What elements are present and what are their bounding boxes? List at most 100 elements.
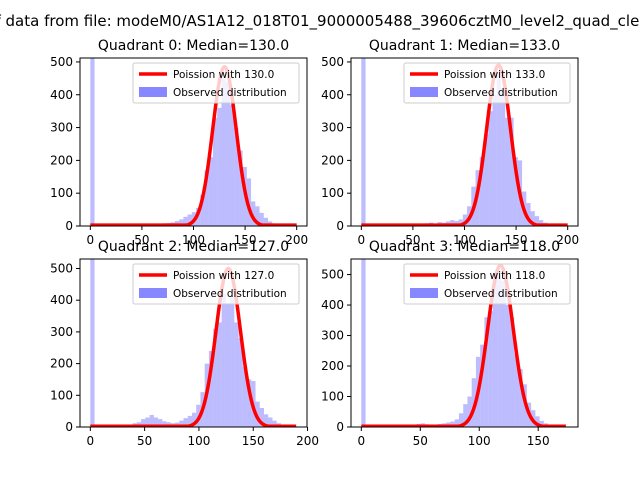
quadrant-3-histogram-bar <box>450 421 455 427</box>
quadrant-3-histogram-bar <box>492 280 498 427</box>
quadrant-3-histogram-bar <box>501 280 506 427</box>
legend-poisson-label: Poission with 133.0 <box>444 69 545 81</box>
quadrant-0-histogram-bar <box>259 212 264 226</box>
quadrant-1-y-tick-label: 0 <box>336 219 344 233</box>
legend-box <box>132 62 300 104</box>
quadrant-1-plot-area <box>360 58 569 226</box>
quadrant-0-y-tick-label: 200 <box>50 153 73 167</box>
quadrant-0-title: Quadrant 0: Median=130.0 <box>98 38 289 54</box>
quadrant-2-y-tick-label: 500 <box>50 262 73 276</box>
quadrant-3-axes-frame <box>350 258 579 428</box>
quadrant-3-histogram-bar <box>518 369 523 427</box>
quadrant-3-histogram-bar <box>467 396 472 427</box>
quadrant-2-histogram-bar <box>183 418 188 427</box>
legend-observed-swatch <box>410 87 438 97</box>
quadrant-0-chart: 0 50 100 150 200 0 100 200 300 400 500 Quadrant 0: … <box>50 38 308 247</box>
legend-observed-label: Observed distribution <box>444 288 558 300</box>
quadrant-2-histogram-bar <box>141 419 146 427</box>
quadrant-1-histogram-bar <box>513 157 518 226</box>
quadrant-3-histogram-bar <box>539 420 544 427</box>
quadrant-1-histogram-bar <box>488 111 493 226</box>
quadrant-2-histogram-bar <box>145 417 150 427</box>
quadrant-3-title: Quadrant 3: Median=118.0 <box>369 239 560 255</box>
quadrant-0-plot-area <box>89 58 298 226</box>
quadrant-1-histogram-bar <box>526 203 531 226</box>
quadrant-2-histogram-bar <box>268 417 273 427</box>
quadrant-3-histogram-bar <box>463 404 468 427</box>
quadrant-2-histogram-bar <box>179 420 184 427</box>
quadrant-2-x-tick-label: 50 <box>137 434 152 448</box>
quadrant-2-plot-area <box>89 259 298 427</box>
quadrant-1-histogram-bar <box>479 157 485 226</box>
quadrant-0-histogram-bar <box>238 150 243 226</box>
quadrant-2-y-tick-label: 100 <box>50 388 73 402</box>
quadrant-1-histogram-bar <box>496 71 501 226</box>
quadrant-2-title: Quadrant 2: Median=127.0 <box>98 239 289 255</box>
quadrant-3-plot-area <box>360 259 570 427</box>
quadrant-2-histogram-bar <box>213 328 218 427</box>
quadrant-2-histogram-bar <box>242 366 248 427</box>
quadrant-3-histogram-bar <box>514 353 519 427</box>
quadrant-3-y-tick-label: 300 <box>321 329 344 343</box>
quadrant-3-y-tick-label: 100 <box>321 390 344 404</box>
quadrant-3-histogram-bar <box>497 271 502 427</box>
quadrant-2-histogram-bar <box>247 379 252 427</box>
quadrant-1-histogram-bar <box>462 214 468 226</box>
quadrant-0-y-tick-label: 0 <box>65 219 73 233</box>
legend-observed-label: Observed distribution <box>173 288 287 300</box>
legend-observed-swatch <box>139 87 167 97</box>
quadrant-3-x-tick-label: 100 <box>468 434 491 448</box>
quadrant-1-y-tick-label: 200 <box>321 153 344 167</box>
legend-box <box>403 62 571 104</box>
quadrant-2-histogram-bar <box>191 412 197 427</box>
legend-observed-label: Observed distribution <box>444 87 558 99</box>
quadrant-1-histogram-bar <box>484 134 489 226</box>
quadrant-3-histogram-bar <box>484 317 489 427</box>
quadrant-1-histogram-bar <box>450 220 455 226</box>
quadrant-2-poisson-curve <box>89 266 298 427</box>
quadrant-3-y-tick-label: 400 <box>321 298 344 312</box>
legend-box <box>403 263 571 305</box>
quadrant-3-y-tick-label: 200 <box>321 359 344 373</box>
quadrant-1-histogram-bar <box>538 220 544 226</box>
quadrant-0-histogram-bar <box>225 81 230 226</box>
quadrant-0-x-tick-label: 200 <box>285 233 308 247</box>
quadrant-1-y-tick-label: 100 <box>321 186 344 200</box>
quadrant-0-histogram-bar <box>217 107 222 226</box>
quadrant-2-chart: 0 50 100 150 200 0 100 200 300 400 500 Quadrant 2: … <box>50 239 319 448</box>
quadrant-2-x-tick-label: 0 <box>86 434 94 448</box>
quadrant-3-histogram-bar <box>458 413 464 427</box>
quadrant-2-histogram-bar <box>234 322 239 427</box>
quadrant-2-x-tick-label: 200 <box>296 434 319 448</box>
quadrant-0-legend: Poission with 130.0 Observed distribution <box>132 62 300 104</box>
quadrant-2-histogram-bar <box>162 421 167 427</box>
quadrant-0-histogram-bar <box>183 216 188 226</box>
legend-observed-label: Observed distribution <box>173 87 287 99</box>
quadrant-0-y-tick-label: 300 <box>50 121 73 135</box>
quadrant-0-histogram-bar <box>234 127 239 226</box>
legend-poisson-label: Poission with 118.0 <box>444 270 545 282</box>
quadrant-1-histogram-bar <box>534 216 539 226</box>
quadrant-0-y-tick-label: 500 <box>50 55 73 69</box>
quadrant-3-histogram-bar <box>361 259 366 427</box>
quadrant-0-histogram-bar <box>251 201 256 226</box>
quadrant-2-y-tick-label: 300 <box>50 325 73 339</box>
quadrant-3-x-tick-label: 0 <box>357 434 365 448</box>
legend-box <box>132 263 300 305</box>
quadrant-3-legend: Poission with 118.0 Observed distribution <box>403 263 571 305</box>
quadrant-0-x-tick-label: 100 <box>182 233 205 247</box>
quadrant-1-x-tick-label: 100 <box>453 233 476 247</box>
quadrant-0-y-tick-label: 100 <box>50 186 73 200</box>
legend-poisson-label: Poission with 130.0 <box>173 69 274 81</box>
quadrant-3-x-tick-label: 150 <box>527 434 550 448</box>
quadrant-1-y-tick-label: 500 <box>321 55 344 69</box>
quadrant-2-y-tick-label: 0 <box>65 420 73 434</box>
quadrant-0-histogram-bar <box>204 170 209 226</box>
quadrant-2-legend: Poission with 127.0 Observed distribution <box>132 263 300 305</box>
quadrant-0-histogram-bar <box>213 117 218 226</box>
quadrant-0-y-tick-label: 400 <box>50 88 73 102</box>
quadrant-0-histogram-bar <box>229 104 235 226</box>
quadrant-3-histogram-bar <box>505 305 510 427</box>
quadrant-0-histogram-bar <box>255 206 260 226</box>
